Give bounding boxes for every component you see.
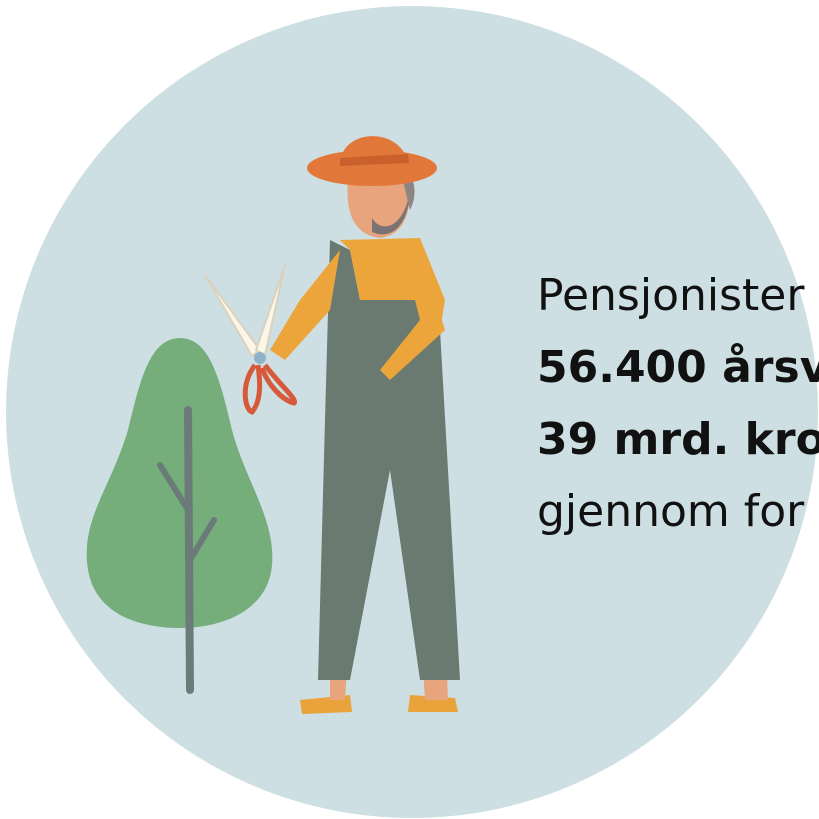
page: {"text": {"lines": ["Pensjonister", "56.… — [0, 0, 819, 819]
text-line: Pensjonister — [537, 270, 805, 321]
text-line: gjennom for — [537, 486, 805, 537]
illustration: Pensjonister 56.400 årsve 39 mrd. kro gj… — [0, 0, 819, 819]
text-line: 56.400 årsve — [537, 342, 819, 393]
text-line: 39 mrd. kro — [537, 414, 819, 465]
